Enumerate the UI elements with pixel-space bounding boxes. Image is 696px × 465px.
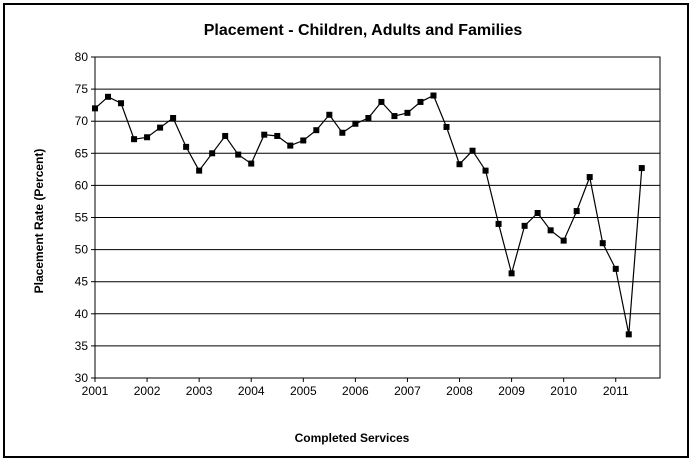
data-point [313,127,320,134]
y-tick-label: 40 [75,307,89,321]
data-point [495,220,502,227]
data-point [560,237,567,244]
data-point [599,240,606,247]
data-point [105,93,112,100]
y-tick-label: 75 [75,82,89,96]
x-tick-label: 2004 [238,384,265,398]
data-point [131,136,138,143]
data-point [612,265,619,272]
data-point [248,160,255,167]
data-point [326,111,333,118]
data-point [547,227,554,234]
data-point [482,167,489,174]
series-line [94,94,643,335]
data-point [573,208,580,215]
data-point [508,270,515,277]
y-tick-label: 60 [75,178,89,192]
data-point [274,132,281,139]
data-point [456,161,463,168]
chart-title: Placement - Children, Adults and Familie… [204,22,523,39]
x-axis-title: Completed Services [295,431,410,445]
data-point [625,331,632,338]
y-tick-label: 65 [75,146,89,160]
data-point [339,129,346,136]
y-tick-label: 30 [75,371,89,385]
data-point [365,114,372,121]
y-tick-label: 70 [75,114,89,128]
x-tick-label: 2011 [603,384,629,398]
data-point [183,143,190,150]
chart-frame: Placement - Children, Adults and Familie… [3,3,689,458]
data-point [118,100,125,107]
data-point [430,92,437,99]
data-point [469,147,476,154]
data-point [170,114,177,121]
y-tick-label: 45 [75,275,89,289]
data-point [352,120,359,127]
plot-area-border [94,56,661,379]
data-point [209,150,216,157]
x-tick-label: 2002 [134,384,161,398]
x-tick-label: 2009 [498,384,525,398]
data-point [378,98,385,105]
line-chart: Placement - Children, Adults and Familie… [32,22,661,445]
data-point [404,109,411,116]
data-point [157,124,164,131]
data-point [287,142,294,149]
x-tick-label: 2007 [394,384,421,398]
x-tick-label: 2001 [82,384,109,398]
y-tick-label: 50 [75,243,89,257]
data-point [443,123,450,130]
data-point [391,113,398,120]
data-point [300,137,307,144]
data-point [235,151,242,158]
x-tick-label: 2005 [290,384,317,398]
y-axis-ticks: 30 35 40 45 50 55 60 65 70 75 80 [75,50,95,385]
data-point [261,131,268,138]
x-tick-label: 2003 [186,384,213,398]
data-point [586,174,593,181]
y-axis-title: Placement Rate (Percent) [32,149,46,294]
data-point [638,165,645,172]
series [92,92,645,338]
gridlines [95,56,660,379]
y-tick-label: 80 [75,50,89,64]
y-tick-label: 55 [75,211,89,225]
data-point [196,167,203,174]
x-tick-label: 2008 [446,384,473,398]
y-tick-label: 35 [75,339,89,353]
data-point [534,210,541,217]
x-tick-label: 2006 [342,384,369,398]
data-point [521,222,528,229]
x-axis-ticks: 2001 2002 2003 2004 2005 2006 2007 2008 2009 2010… [82,378,629,398]
x-tick-label: 2010 [550,384,577,398]
data-point [222,132,229,139]
data-point [417,98,424,105]
data-point [144,134,151,141]
